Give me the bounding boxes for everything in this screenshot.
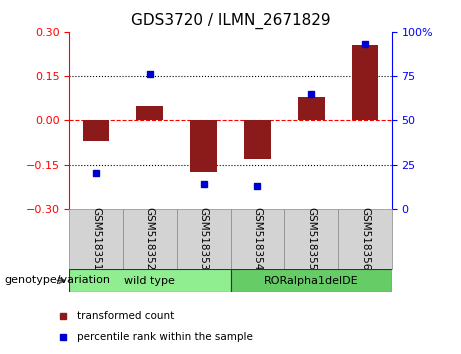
Text: GSM518351: GSM518351	[91, 207, 101, 271]
Text: RORalpha1delDE: RORalpha1delDE	[264, 275, 359, 286]
Text: transformed count: transformed count	[77, 311, 175, 321]
Bar	[190, 120, 217, 172]
Text: GSM518355: GSM518355	[306, 207, 316, 271]
Bar	[230, 269, 392, 292]
Bar	[69, 209, 123, 269]
Text: wild type: wild type	[124, 275, 175, 286]
Bar	[298, 97, 325, 120]
Bar	[69, 269, 230, 292]
Text: GSM518354: GSM518354	[252, 207, 262, 271]
Bar	[284, 209, 338, 269]
Bar	[338, 209, 392, 269]
Bar	[123, 209, 177, 269]
Bar	[136, 105, 163, 120]
Title: GDS3720 / ILMN_2671829: GDS3720 / ILMN_2671829	[130, 13, 331, 29]
Text: genotype/variation: genotype/variation	[5, 275, 111, 285]
Text: GSM518353: GSM518353	[199, 207, 209, 271]
Bar	[244, 120, 271, 159]
Text: percentile rank within the sample: percentile rank within the sample	[77, 332, 254, 342]
Bar	[177, 209, 230, 269]
Text: GSM518356: GSM518356	[360, 207, 370, 271]
Text: GSM518352: GSM518352	[145, 207, 155, 271]
Bar	[83, 120, 109, 141]
Bar	[230, 209, 284, 269]
Bar	[351, 45, 378, 120]
